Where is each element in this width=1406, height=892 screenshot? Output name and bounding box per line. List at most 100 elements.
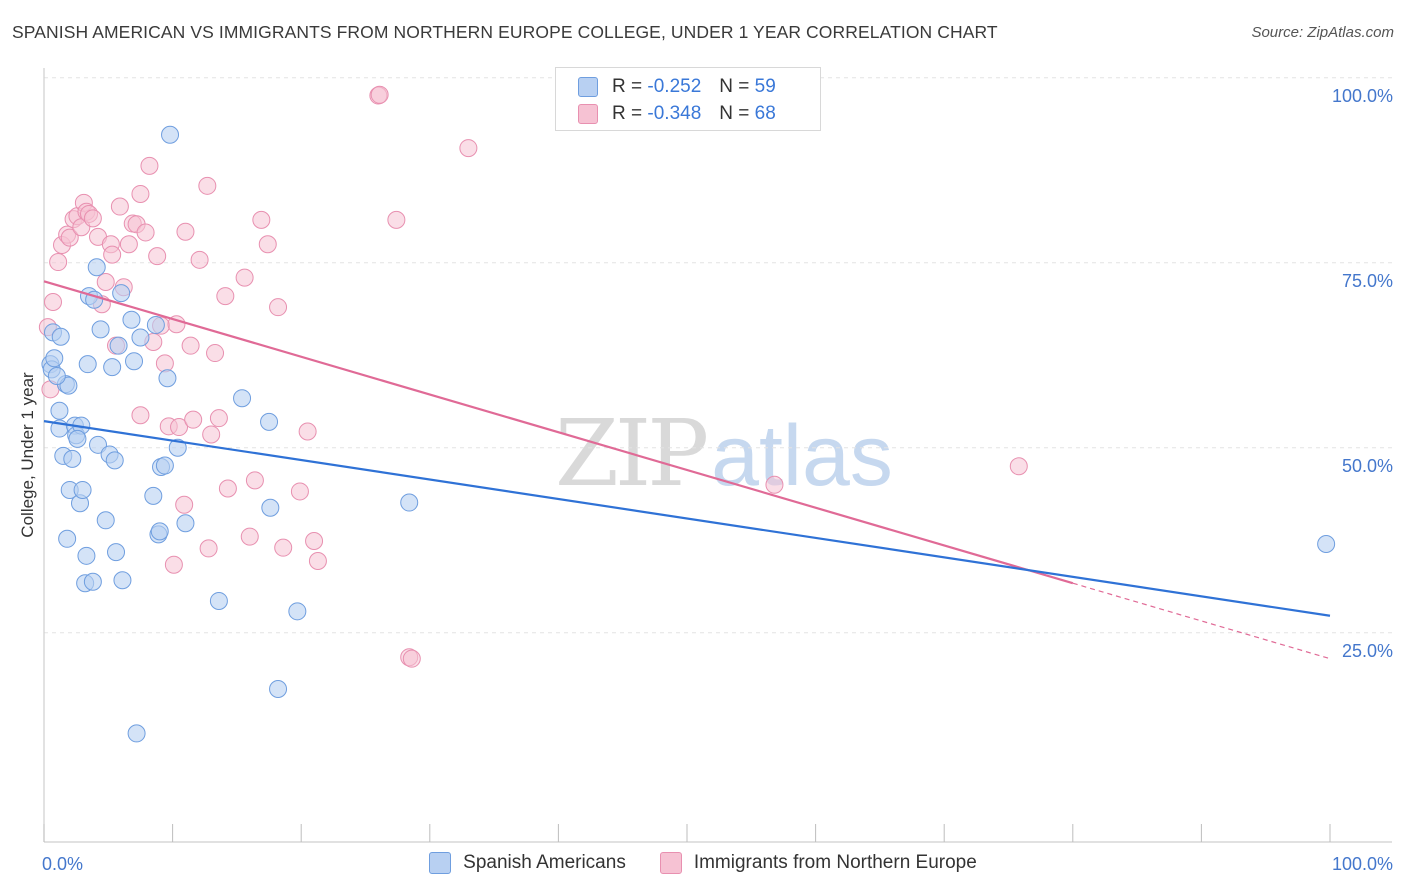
point-spanish-american [113,571,132,590]
point-northern-europe [136,223,155,242]
point-northern-europe [290,482,309,501]
point-northern-europe [245,471,264,490]
legend-row-spanish-americans: R = -0.252 N = 59 [578,73,776,101]
point-spanish-american [144,486,163,505]
point-northern-europe [387,210,406,229]
point-northern-europe [240,527,259,546]
point-northern-europe [199,539,218,558]
point-spanish-american [168,438,187,457]
y-tick-label: 75.0% [1342,271,1393,291]
point-northern-europe [206,344,225,363]
legend-label-spanish-americans: Spanish Americans [463,852,626,873]
point-spanish-american [288,602,307,621]
watermark-atlas: atlas [711,408,893,504]
point-northern-europe [202,425,221,444]
point-northern-europe [274,538,293,557]
legend-item-spanish-americans: Spanish Americans [429,852,626,874]
legend-item-northern-europe: Immigrants from Northern Europe [659,852,977,874]
series-legend: Spanish Americans Immigrants from Northe… [0,852,1406,874]
point-spanish-american [176,514,195,533]
point-northern-europe [216,287,235,306]
point-spanish-american [125,352,144,371]
trend-lines [43,280,1331,660]
point-northern-europe [765,475,784,494]
point-spanish-american [155,456,174,475]
point-spanish-american [58,529,77,548]
point-spanish-american [233,389,252,408]
legend-swatch-pink [578,104,598,124]
trend-line-northern-europe-extrapolated [1072,582,1331,660]
point-spanish-american [1317,534,1336,553]
axes [43,68,1392,843]
point-spanish-american [47,367,66,385]
point-spanish-american [59,376,78,395]
point-spanish-american [45,349,64,368]
legend-n-label: N = [719,103,750,124]
trend-line-spanish-americans [43,420,1331,617]
grid-lines [44,77,1392,634]
point-northern-europe [218,479,237,498]
chart-title: SPANISH AMERICAN VS IMMIGRANTS FROM NORT… [12,22,998,42]
point-spanish-american [209,591,228,610]
point-northern-europe [1009,457,1028,476]
point-northern-europe [155,354,174,373]
legend-swatch-blue [578,77,598,97]
y-tick-label: 25.0% [1342,641,1393,661]
point-northern-europe [131,406,150,425]
point-northern-europe [209,409,228,428]
series-spanish-american-points [41,125,1336,743]
point-northern-europe [198,176,217,195]
point-northern-europe [119,235,138,254]
point-spanish-american [261,498,280,517]
legend-r-value: -0.348 [647,103,702,124]
x-tick-label-min: 0.0% [42,854,83,874]
legend-r-label: R = [612,103,643,124]
point-northern-europe [402,649,421,668]
point-northern-europe [190,250,209,269]
y-tick-label: 100.0% [1332,86,1393,106]
point-spanish-american [63,449,82,468]
point-northern-europe [164,555,183,574]
point-northern-europe [298,422,317,441]
point-northern-europe [44,293,63,311]
point-spanish-american [122,310,141,329]
legend-n-value: 68 [754,103,776,124]
point-northern-europe [258,235,277,254]
legend-row-northern-europe: R = -0.348 N = 68 [578,100,776,128]
source-credit: Source: ZipAtlas.com [1251,24,1394,41]
legend-r-label: R = [612,76,643,97]
point-northern-europe [370,85,389,104]
axis-labels: 25.0% 50.0% 75.0% 100.0% 0.0% 100.0% College, … [18,86,1393,874]
point-spanish-american [78,355,97,374]
point-spanish-american [50,401,69,420]
point-northern-europe [252,210,271,229]
point-spanish-american [77,546,96,565]
point-northern-europe [175,495,194,514]
point-northern-europe [176,222,195,241]
point-spanish-american [96,511,115,530]
point-northern-europe [305,532,324,551]
point-spanish-american [269,680,288,699]
point-spanish-american [127,724,146,743]
watermark: ZIPatlas [555,400,893,507]
y-tick-label: 50.0% [1342,456,1393,476]
legend-label-northern-europe: Immigrants from Northern Europe [693,852,977,873]
point-northern-europe [269,298,288,317]
point-spanish-american [400,493,419,512]
point-northern-europe [148,247,167,266]
correlation-legend: R = -0.252 N = 59 R = -0.348 N = 68 [555,67,821,131]
point-northern-europe [235,268,254,287]
point-spanish-american [73,480,92,499]
point-northern-europe [170,418,189,437]
legend-swatch-blue [429,852,452,874]
point-northern-europe [131,184,150,203]
trend-line-northern-europe [43,280,1074,585]
point-northern-europe [140,156,159,175]
point-spanish-american [161,125,180,144]
point-northern-europe [60,228,79,247]
y-axis-label: College, Under 1 year [18,372,37,538]
legend-n-label: N = [719,76,750,97]
point-spanish-american [51,327,70,346]
point-spanish-american [105,451,124,470]
